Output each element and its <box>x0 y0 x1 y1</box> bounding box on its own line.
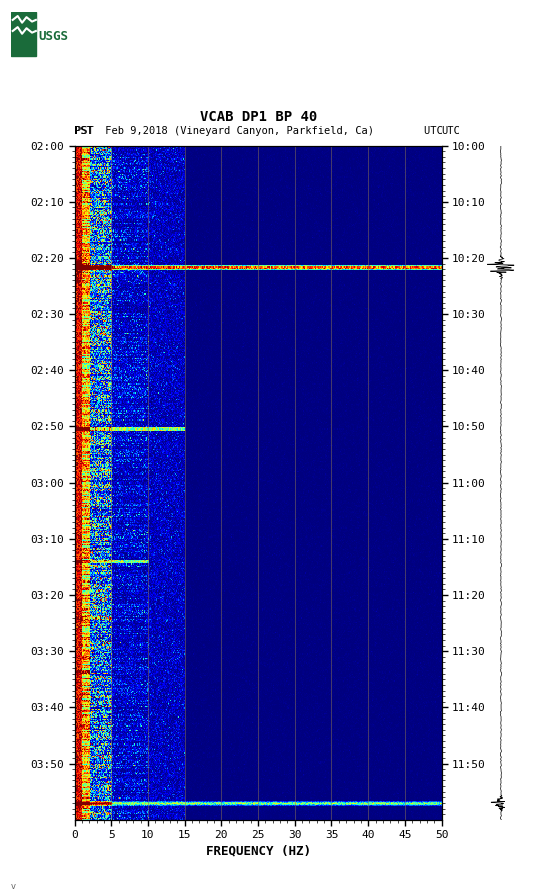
Text: PST  Feb 9,2018 (Vineyard Canyon, Parkfield, Ca)        UTC: PST Feb 9,2018 (Vineyard Canyon, Parkfie… <box>74 126 443 136</box>
Text: PST: PST <box>75 126 93 136</box>
Text: USGS: USGS <box>39 30 68 43</box>
Text: UTC: UTC <box>442 126 460 136</box>
X-axis label: FREQUENCY (HZ): FREQUENCY (HZ) <box>205 845 311 857</box>
Text: VCAB DP1 BP 40: VCAB DP1 BP 40 <box>200 110 317 123</box>
Bar <box>11 12 36 56</box>
Text: v: v <box>11 881 16 890</box>
